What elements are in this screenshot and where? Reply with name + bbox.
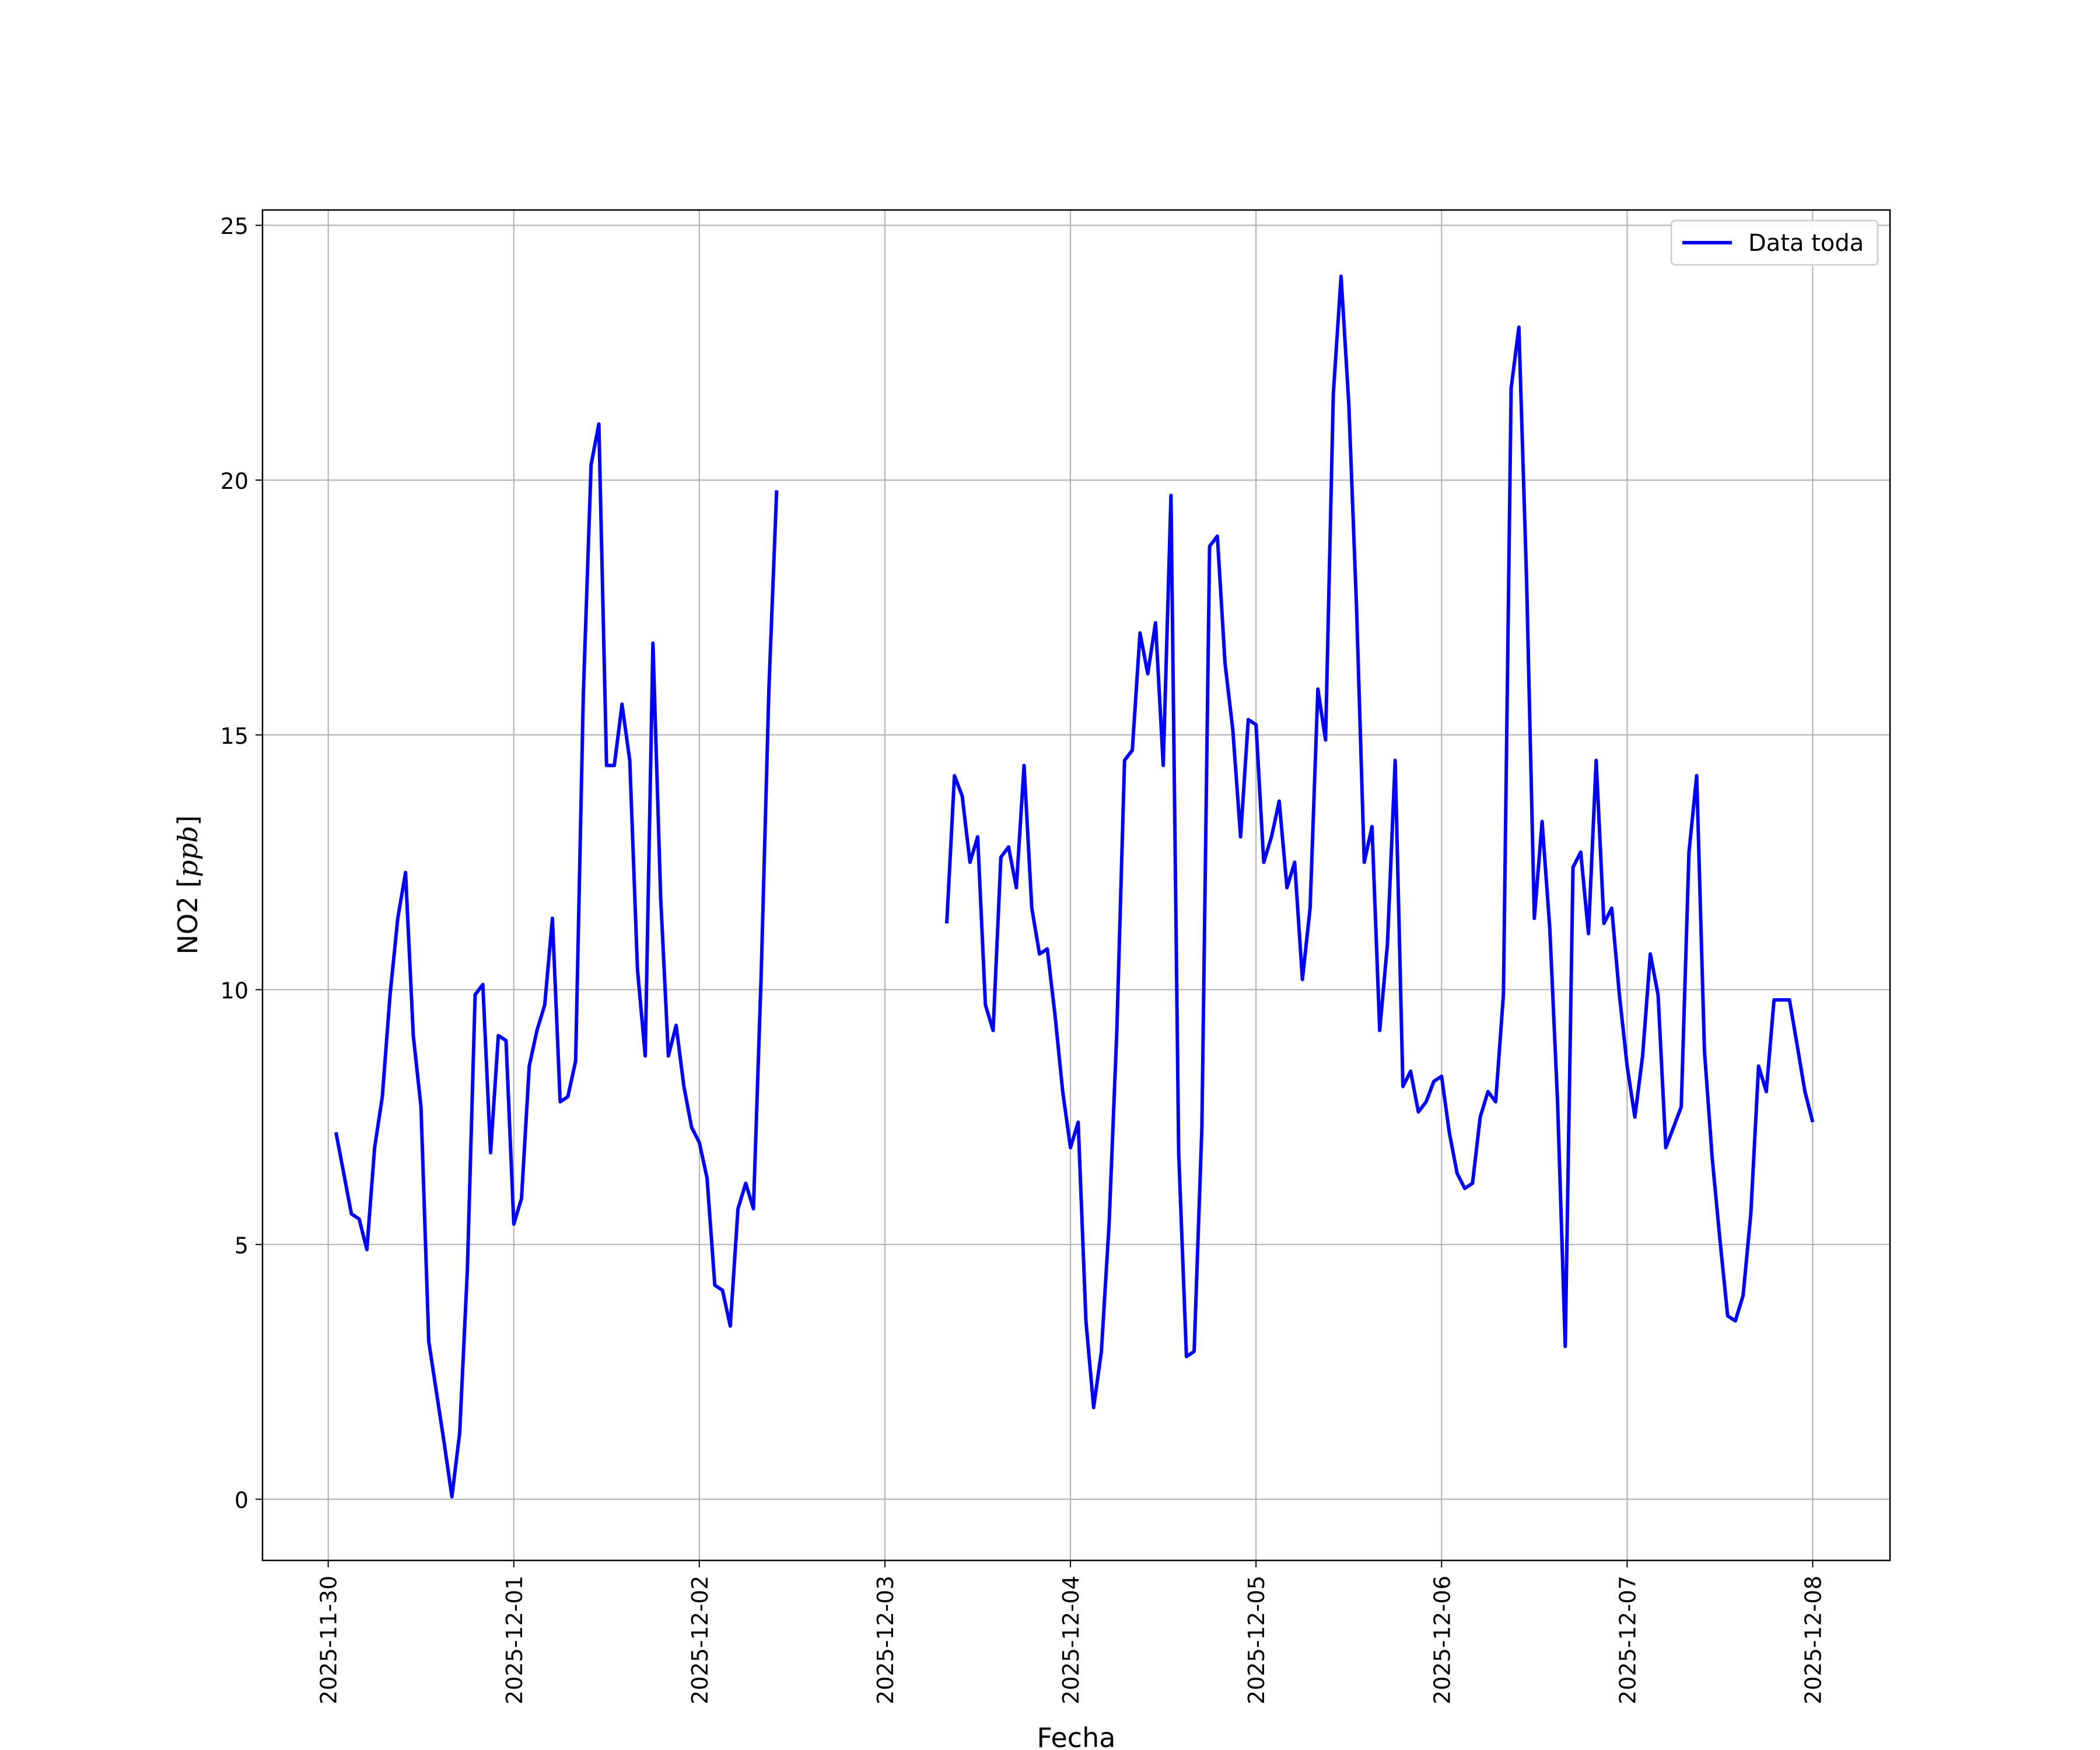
legend: Data toda (1670, 219, 1879, 266)
x-tick-label-8: 2025-12-08 (1800, 1576, 1826, 1704)
x-tick-label-7: 2025-12-07 (1615, 1576, 1640, 1704)
y-tick-label-2: 10 (220, 978, 249, 1004)
legend-frame (1670, 219, 1879, 266)
grid-lines (262, 210, 1890, 1560)
x-axis-label: Fecha (1037, 1722, 1116, 1750)
y-axis-label: NO2 [ppb] (172, 816, 204, 955)
y-axis-label-main: NO2 [ (172, 877, 204, 954)
y-tick-label-3: 15 (220, 723, 249, 749)
x-tick-label-5: 2025-12-05 (1244, 1576, 1269, 1704)
x-tick-label-3: 2025-12-03 (873, 1576, 898, 1704)
x-tick-label-0: 2025-11-30 (316, 1576, 342, 1704)
y-axis-ticks: 0 5 10 15 20 25 (220, 214, 262, 1513)
x-tick-label-2: 2025-12-02 (687, 1576, 713, 1704)
y-tick-label-0: 0 (235, 1488, 249, 1513)
y-axis-label-end: ] (172, 816, 204, 826)
series-line-segment-0 (334, 422, 779, 1499)
y-tick-label-1: 5 (235, 1233, 249, 1258)
y-tick-label-5: 25 (220, 214, 249, 239)
series-line-segment-1 (945, 274, 1815, 1409)
plot-frame (261, 209, 1891, 1562)
data-series (334, 274, 1815, 1499)
y-axis-label-unit: ppb (172, 826, 204, 877)
x-axis-ticks: 2025-11-30 2025-12-01 2025-12-02 2025-12-03… (316, 1560, 1826, 1704)
y-tick-label-4: 20 (220, 468, 249, 494)
x-tick-label-6: 2025-12-06 (1429, 1576, 1455, 1704)
x-tick-label-1: 2025-12-01 (502, 1576, 527, 1704)
legend-label: Data toda (1748, 230, 1864, 257)
x-tick-label-4: 2025-12-04 (1058, 1576, 1084, 1704)
